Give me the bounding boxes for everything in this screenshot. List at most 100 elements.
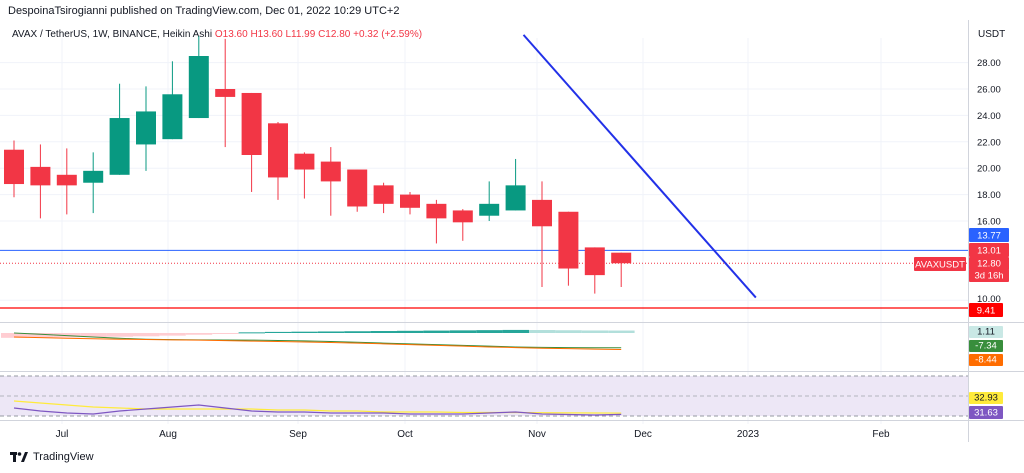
candle — [426, 199, 447, 244]
candle-body — [558, 211, 579, 269]
candle-body — [215, 89, 236, 97]
candle-body — [320, 161, 341, 182]
symbol-badge-bg — [914, 257, 966, 271]
time-tick-label: Oct — [397, 429, 413, 440]
candle — [320, 147, 341, 216]
candle — [347, 169, 368, 212]
price-badge-1301-bg — [969, 243, 1009, 257]
candle-body — [532, 199, 552, 227]
macd-histogram-bar — [106, 333, 133, 337]
footer-brand: TradingView — [10, 451, 94, 463]
candle-body — [136, 111, 156, 145]
symbol-badge: AVAXUSDT — [915, 260, 965, 271]
candle — [162, 61, 183, 140]
macd-signal-value: -8.44 — [975, 355, 997, 366]
candle — [479, 181, 500, 221]
candle — [109, 83, 130, 175]
price-tick-label: 20.00 — [977, 164, 1001, 175]
macd-histogram-bar — [212, 333, 239, 334]
candle — [4, 140, 24, 198]
candle-body — [479, 203, 500, 216]
macd-histogram-bar — [581, 330, 609, 333]
candle-body — [188, 56, 209, 119]
currency-label: USDT — [978, 29, 1006, 40]
candle — [268, 122, 288, 200]
macd-histogram-bar — [529, 330, 556, 333]
candle — [373, 182, 394, 214]
price-badge-1280: 12.80 — [977, 259, 1001, 270]
countdown-badge: 3d 16h — [974, 271, 1003, 282]
candle — [558, 211, 579, 286]
candle — [452, 209, 473, 241]
candle — [188, 36, 209, 119]
ohlc-values: O13.60 H13.60 L11.99 C12.80 +0.32 (+2.59… — [214, 29, 423, 40]
macd-histogram-bar — [608, 330, 635, 333]
macd-signal-line — [13, 336, 622, 350]
candle — [83, 152, 104, 214]
price-badge-1280-bg — [969, 257, 1009, 270]
candle — [532, 181, 552, 287]
candle — [215, 38, 236, 148]
price-tick-label: 22.00 — [977, 137, 1001, 148]
macd-histogram-bar — [555, 330, 582, 333]
candle — [30, 144, 51, 219]
footer-brand-text: TradingView — [33, 451, 94, 463]
candle-body — [611, 252, 632, 264]
candle — [294, 152, 315, 199]
macd-signal-value-bg — [969, 354, 1003, 366]
price-badge-1301: 13.01 — [977, 246, 1001, 257]
macd-histogram-bar — [185, 333, 213, 335]
candle-body — [241, 92, 262, 155]
macd-histogram-bar — [1, 333, 28, 338]
price-tick-label: 10.00 — [977, 294, 1001, 305]
candle-body — [56, 174, 77, 186]
candle — [56, 148, 77, 215]
candle-body — [109, 118, 130, 175]
candle — [241, 92, 262, 192]
time-tick-label: Nov — [528, 429, 546, 440]
rsi-line — [13, 404, 622, 416]
candle — [611, 252, 632, 287]
price-badge-1377-bg — [969, 228, 1009, 242]
candle-body — [426, 203, 447, 219]
trendline — [522, 34, 757, 299]
macd-histogram-bar — [423, 330, 450, 333]
candle-body — [373, 185, 394, 204]
candle-body — [30, 166, 51, 186]
macd-histogram-bar — [397, 330, 424, 333]
price-badge-941-bg — [969, 303, 1003, 317]
macd-value: -7.34 — [975, 341, 997, 352]
macd-histogram-bar — [476, 330, 503, 333]
candle — [584, 247, 605, 294]
time-tick-label: Feb — [872, 429, 890, 440]
candle-body — [452, 210, 473, 223]
macd-histogram-bar — [238, 332, 265, 334]
candle — [136, 86, 156, 171]
macd-histogram-bar — [291, 331, 318, 333]
candle — [400, 191, 420, 215]
candle-body — [83, 170, 104, 183]
price-tick-label: 18.00 — [977, 190, 1001, 201]
candle-body — [268, 123, 288, 178]
price-tick-label: 16.00 — [977, 217, 1001, 228]
candle — [505, 158, 526, 211]
macd-histogram-bar — [449, 330, 477, 333]
time-tick-label: 2023 — [737, 429, 760, 440]
price-tick-label: 24.00 — [977, 111, 1001, 122]
rsi-value: 31.63 — [974, 408, 998, 419]
countdown-badge-bg — [969, 269, 1009, 282]
time-tick-label: Dec — [634, 429, 652, 440]
time-tick-label: Aug — [159, 429, 177, 440]
symbol-legend: AVAX / TetherUS, 1W, BINANCE, Heikin Ash… — [12, 29, 422, 40]
publisher-line: DespoinaTsirogianni published on Trading… — [8, 5, 400, 17]
macd-histogram-bar — [317, 331, 345, 333]
macd-histogram-bar — [370, 331, 397, 333]
macd-histogram-bar — [265, 331, 292, 333]
rsi-ma-value: 32.93 — [974, 393, 998, 404]
macd-histogram-bar — [27, 333, 54, 338]
candle-body — [294, 153, 315, 170]
macd-line — [13, 332, 622, 349]
candle-body — [347, 169, 368, 207]
macd-histogram-bar — [344, 331, 371, 333]
